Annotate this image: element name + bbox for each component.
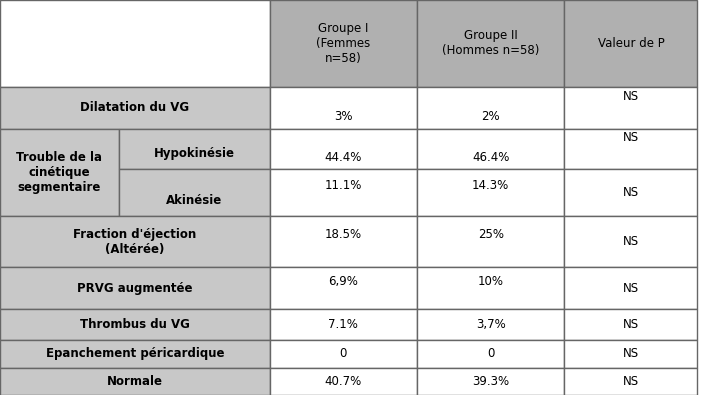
Text: NS: NS <box>623 348 639 361</box>
Text: NS: NS <box>623 90 639 103</box>
Bar <box>0 309 270 340</box>
Bar <box>0 368 270 395</box>
Bar <box>564 169 697 216</box>
Text: Hypokinésie: Hypokinésie <box>154 147 234 160</box>
Bar <box>417 0 564 87</box>
Bar <box>119 169 270 216</box>
Bar <box>564 309 697 340</box>
Text: 18.5%: 18.5% <box>325 228 362 241</box>
Bar <box>417 368 564 395</box>
Text: 14.3%: 14.3% <box>472 179 509 192</box>
Text: 46.4%: 46.4% <box>472 151 509 164</box>
Text: PRVG augmentée: PRVG augmentée <box>77 282 193 295</box>
Bar <box>417 169 564 216</box>
Text: 40.7%: 40.7% <box>325 375 362 388</box>
Bar <box>270 309 417 340</box>
Bar <box>417 340 564 368</box>
Text: 39.3%: 39.3% <box>472 375 509 388</box>
Text: 6,9%: 6,9% <box>329 275 358 288</box>
Bar <box>270 0 417 87</box>
Text: NS: NS <box>623 235 639 248</box>
Bar <box>564 340 697 368</box>
Bar <box>0 216 270 267</box>
Bar <box>0 267 270 309</box>
Text: Valeur de P: Valeur de P <box>597 37 664 50</box>
Text: NS: NS <box>623 282 639 295</box>
Bar <box>119 129 270 169</box>
Text: 3%: 3% <box>334 111 352 124</box>
Text: 2%: 2% <box>482 111 500 124</box>
Bar <box>270 87 417 129</box>
Bar <box>564 368 697 395</box>
Bar <box>564 87 697 129</box>
Text: NS: NS <box>623 375 639 388</box>
Bar <box>270 340 417 368</box>
Text: NS: NS <box>623 186 639 199</box>
Text: 44.4%: 44.4% <box>325 151 362 164</box>
Bar <box>417 309 564 340</box>
Bar <box>0 340 270 368</box>
Bar <box>417 216 564 267</box>
Text: 0: 0 <box>487 348 495 361</box>
Text: 11.1%: 11.1% <box>325 179 362 192</box>
Bar <box>0 129 119 216</box>
Bar <box>564 0 697 87</box>
Bar <box>417 267 564 309</box>
Bar <box>0 87 270 129</box>
Text: Groupe I
(Femmes
n=58): Groupe I (Femmes n=58) <box>316 22 370 65</box>
Text: 3,7%: 3,7% <box>476 318 505 331</box>
Bar <box>564 267 697 309</box>
Bar <box>564 129 697 169</box>
Bar <box>270 368 417 395</box>
Text: 0: 0 <box>339 348 347 361</box>
Text: Epanchement péricardique: Epanchement péricardique <box>45 348 224 361</box>
Text: Thrombus du VG: Thrombus du VG <box>80 318 190 331</box>
Text: 25%: 25% <box>477 228 504 241</box>
Text: Normale: Normale <box>107 375 162 388</box>
Text: Trouble de la
cinétique
segmentaire: Trouble de la cinétique segmentaire <box>17 151 102 194</box>
Text: NS: NS <box>623 318 639 331</box>
Text: Dilatation du VG: Dilatation du VG <box>81 101 189 114</box>
Bar <box>270 267 417 309</box>
Bar <box>417 129 564 169</box>
Bar <box>270 129 417 169</box>
Text: Fraction d'éjection
(Altérée): Fraction d'éjection (Altérée) <box>73 228 196 256</box>
Bar <box>0 0 270 87</box>
Text: 7.1%: 7.1% <box>329 318 358 331</box>
Text: Groupe II
(Hommes n=58): Groupe II (Hommes n=58) <box>442 30 539 57</box>
Bar <box>270 216 417 267</box>
Bar <box>270 169 417 216</box>
Bar <box>417 87 564 129</box>
Text: Akinésie: Akinésie <box>166 194 222 207</box>
Bar <box>564 216 697 267</box>
Text: 10%: 10% <box>477 275 504 288</box>
Text: NS: NS <box>623 131 639 144</box>
